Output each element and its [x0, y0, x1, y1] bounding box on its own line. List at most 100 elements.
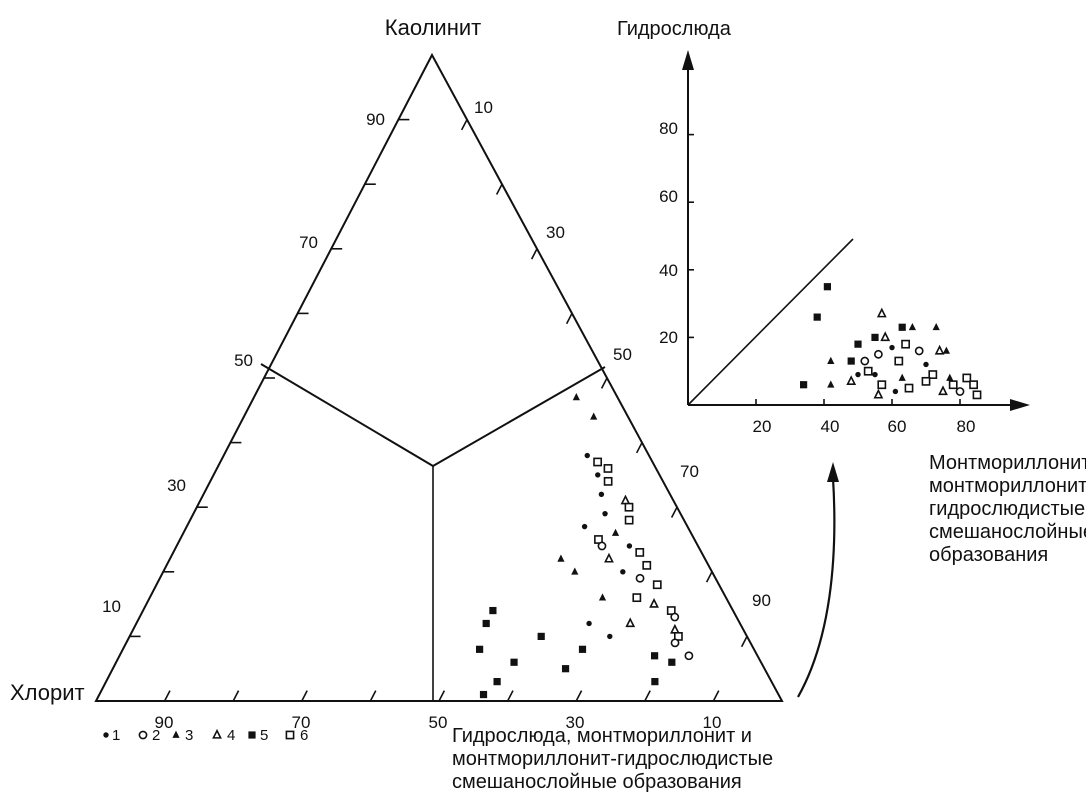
- tri-filled-marker: [172, 730, 180, 738]
- square-filled-marker: [651, 678, 659, 686]
- square-filled-marker: [248, 731, 256, 739]
- bottom-edge-tick: [232, 690, 240, 702]
- right-edge-tick: [600, 377, 608, 389]
- bottom-edge-tick: [163, 690, 171, 702]
- square-open-marker: [624, 515, 634, 525]
- left-tick-label: 90: [366, 110, 385, 129]
- bottom-edge-tick: [369, 690, 377, 702]
- square-open-marker: [894, 356, 904, 366]
- dot-marker: [892, 388, 899, 395]
- inset-x-axis-label-line: монтмориллонит-: [929, 475, 1086, 497]
- ternary-points: [476, 393, 694, 699]
- dot-marker: [923, 361, 929, 368]
- tri-filled-marker: [572, 393, 580, 401]
- square-open-marker: [969, 380, 978, 390]
- inset-x-axis-label-line: Монтмориллонит и: [929, 452, 1086, 474]
- square-filled-marker: [482, 619, 490, 628]
- dot-marker: [598, 491, 605, 497]
- square-open-marker: [666, 606, 676, 615]
- bottom-edge-tick: [301, 690, 308, 702]
- legend-label: 3: [185, 727, 193, 744]
- square-filled-marker: [476, 645, 484, 653]
- square-filled-marker: [578, 645, 587, 653]
- dot-marker: [584, 452, 590, 459]
- boundary-left: [260, 363, 434, 467]
- bottom-right-label-line: Гидрослюда, монтмориллонит и: [452, 725, 752, 747]
- square-filled-marker: [493, 678, 501, 686]
- tri-filled-marker: [942, 346, 950, 354]
- tri-open-marker: [620, 494, 631, 505]
- circle-marker: [860, 356, 870, 366]
- right-edge-tick: [740, 636, 748, 648]
- tri-filled-marker: [598, 593, 607, 601]
- legend-markers: [103, 728, 295, 740]
- tri-filled-marker: [611, 528, 620, 536]
- circle-marker: [955, 387, 965, 396]
- legend-label: 6: [300, 727, 308, 744]
- square-open-marker: [673, 631, 683, 641]
- inset-x-axis-label-line: гидрослюдистые: [929, 498, 1085, 520]
- right-tick-label: 70: [680, 462, 699, 481]
- square-open-marker: [594, 535, 603, 544]
- square-open-marker: [972, 390, 982, 400]
- square-open-marker: [962, 373, 972, 383]
- circle-marker: [874, 349, 883, 359]
- tri-open-marker: [212, 728, 222, 739]
- bottom-right-label-line: смешанослойные образования: [452, 771, 742, 793]
- square-filled-marker: [510, 658, 518, 666]
- square-filled-marker: [537, 632, 545, 640]
- inset-x-arrow-icon: [1010, 399, 1030, 411]
- square-filled-marker: [871, 333, 879, 341]
- circle-marker: [914, 346, 924, 356]
- inset-points: [800, 283, 982, 400]
- inset-ticks: [688, 133, 961, 405]
- square-filled-marker: [854, 340, 862, 348]
- left-tick-label: 70: [299, 233, 318, 252]
- inset-x-tick-label: 60: [888, 417, 907, 436]
- bottom-tick-label: 70: [292, 713, 311, 732]
- inset-plot: Гидрослюда 80 60 40 20 20 40 60 80 Монтм…: [617, 18, 1086, 566]
- dot-marker: [872, 371, 878, 378]
- right-tick-label: 90: [752, 591, 771, 610]
- tri-filled-marker: [590, 412, 598, 420]
- tri-filled-marker: [932, 322, 940, 331]
- right-edge-tick: [530, 248, 538, 260]
- square-open-marker: [904, 383, 914, 393]
- dot-marker: [889, 344, 895, 351]
- dot-marker: [626, 543, 633, 549]
- tri-filled-marker: [908, 322, 916, 331]
- dot-marker: [103, 732, 109, 738]
- square-open-marker: [652, 580, 662, 590]
- bottom-edge-tick: [506, 690, 514, 702]
- link-arrow: [797, 477, 836, 698]
- square-filled-marker: [561, 665, 570, 673]
- dot-marker: [855, 371, 861, 378]
- square-open-marker: [285, 730, 295, 740]
- square-open-marker: [624, 502, 634, 512]
- right-tick-label: 10: [474, 98, 493, 117]
- tri-filled-marker: [571, 567, 579, 575]
- legend-label: 2: [152, 727, 160, 744]
- tri-open-marker: [846, 375, 857, 386]
- tri-open-marker: [625, 617, 636, 628]
- tri-open-marker: [934, 344, 945, 355]
- bottom-edge-tick: [438, 690, 446, 702]
- legend: 1 2 3 4 5 6: [103, 727, 308, 744]
- square-open-marker: [603, 476, 613, 486]
- tri-filled-marker: [827, 380, 835, 388]
- tri-open-marker: [880, 331, 891, 342]
- right-edge-tick: [495, 183, 503, 195]
- dot-marker: [581, 523, 588, 530]
- square-filled-marker: [479, 690, 488, 699]
- left-tick-label: 10: [102, 597, 121, 616]
- tri-open-marker: [876, 307, 887, 318]
- bottom-tick-label: 10: [703, 713, 722, 732]
- bottom-tick-label: 90: [155, 713, 174, 732]
- right-tick-label: 30: [546, 223, 565, 242]
- right-edge-tick: [705, 571, 713, 583]
- bottom-edge-tick: [575, 690, 583, 702]
- square-open-marker: [877, 380, 887, 390]
- square-open-marker: [635, 548, 645, 557]
- square-filled-marker: [800, 381, 808, 389]
